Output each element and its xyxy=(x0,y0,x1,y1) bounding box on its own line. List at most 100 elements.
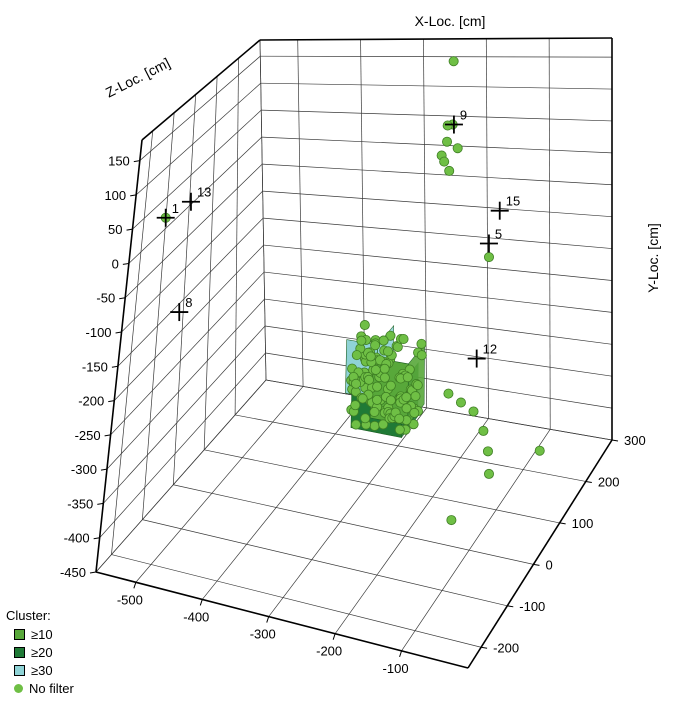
axis-frame xyxy=(95,139,143,573)
grid-line xyxy=(261,109,613,122)
cluster-point xyxy=(365,351,376,362)
cluster-point xyxy=(378,419,389,430)
grid-line xyxy=(132,109,262,230)
data-point xyxy=(483,468,494,479)
grid-line xyxy=(117,217,264,367)
grid-line xyxy=(401,429,551,652)
y-tick-mark xyxy=(585,480,592,483)
z-tick-mark xyxy=(126,228,133,231)
cluster-point xyxy=(385,380,396,391)
y-tick-label: 0 xyxy=(545,557,552,572)
legend-item-cluster-10: ≥10 xyxy=(6,625,74,643)
x-tick-mark xyxy=(199,599,203,606)
grid-line xyxy=(172,94,196,485)
grid-line xyxy=(135,386,304,583)
cluster-point xyxy=(394,424,405,435)
grid-line xyxy=(263,244,613,281)
x-tick-label: -500 xyxy=(117,592,143,607)
z-tick-mark xyxy=(93,537,100,540)
data-point xyxy=(452,143,463,154)
z-tick-mark xyxy=(133,160,140,163)
z-tick-label: 150 xyxy=(108,154,130,169)
sensor-label: 15 xyxy=(506,194,520,209)
cluster-point xyxy=(359,320,370,331)
grid-line xyxy=(173,484,534,565)
z-tick-label: -150 xyxy=(82,359,108,374)
legend-swatch-cluster-20 xyxy=(14,646,25,658)
z-tick-label: -50 xyxy=(96,291,115,306)
grid-line xyxy=(142,112,175,520)
grid-line xyxy=(423,39,427,408)
cluster-point xyxy=(416,350,427,361)
cluster-point xyxy=(360,413,371,424)
grid-line xyxy=(235,414,586,482)
cluster-point xyxy=(370,364,381,375)
grid-line xyxy=(260,82,613,90)
cluster-point xyxy=(409,407,420,418)
cluster-point xyxy=(351,350,362,361)
grid-line xyxy=(265,379,613,441)
x-tick-mark xyxy=(133,582,137,589)
y-axis-title: Y-Loc. [cm] xyxy=(645,223,661,293)
cluster-point xyxy=(357,393,368,404)
grid-line xyxy=(264,271,613,313)
z-tick-label: 50 xyxy=(108,222,122,237)
z-tick-label: -450 xyxy=(60,565,86,580)
grid-line xyxy=(121,190,263,333)
cluster-point xyxy=(410,391,421,402)
legend-label: ≥10 xyxy=(31,626,53,642)
y-tick-label: 300 xyxy=(624,433,646,448)
z-tick-label: -350 xyxy=(67,496,93,511)
legend-label: ≥30 xyxy=(31,662,53,678)
legend-swatch-cluster-30 xyxy=(14,664,25,676)
cluster-point xyxy=(350,419,361,430)
cluster-point xyxy=(412,380,423,391)
legend-swatch-cluster-10 xyxy=(14,628,25,640)
y-tick-label: -100 xyxy=(519,599,545,614)
axis-frame xyxy=(259,37,613,41)
x-tick-label: -300 xyxy=(250,627,276,642)
cluster-point xyxy=(369,420,380,431)
x-tick-mark xyxy=(266,616,270,623)
y-tick-label: 100 xyxy=(572,516,594,531)
cluster-point xyxy=(385,330,396,341)
grid-line xyxy=(264,298,613,345)
y-tick-mark xyxy=(533,563,540,566)
z-tick-label: -400 xyxy=(64,531,90,546)
z-tick-mark xyxy=(104,434,111,437)
grid-line xyxy=(124,163,263,298)
cluster-point xyxy=(385,395,396,406)
grid-line xyxy=(139,55,261,161)
grid-line xyxy=(103,325,266,504)
grid-line xyxy=(202,396,366,600)
data-point xyxy=(442,120,453,131)
z-tick-mark xyxy=(108,400,115,403)
x-tick-mark xyxy=(332,633,336,640)
grid-line xyxy=(334,418,489,634)
grid-line xyxy=(548,38,551,430)
grid-line xyxy=(260,55,613,58)
grid-line xyxy=(135,82,261,196)
data-point xyxy=(468,406,479,417)
grid-line xyxy=(261,136,613,154)
data-point xyxy=(448,56,459,67)
cluster-point xyxy=(363,374,374,385)
cluster-point xyxy=(402,372,413,383)
x-tick-label: -100 xyxy=(383,661,409,676)
sensor-label: 1 xyxy=(172,201,179,216)
x-tick-label: -200 xyxy=(316,644,342,659)
cluster-point xyxy=(369,406,380,417)
legend-title: Cluster: xyxy=(6,608,51,623)
z-tick-label: -100 xyxy=(86,325,112,340)
grid-line xyxy=(204,449,560,524)
grid-line xyxy=(106,298,265,470)
cluster-point xyxy=(350,400,361,411)
data-point xyxy=(443,388,454,399)
z-tick-mark xyxy=(119,297,126,300)
grid-line xyxy=(262,163,613,186)
grid-line xyxy=(128,136,262,264)
data-point xyxy=(483,252,494,263)
legend-item-cluster-30: ≥30 xyxy=(6,661,74,679)
grid-line xyxy=(485,38,489,419)
